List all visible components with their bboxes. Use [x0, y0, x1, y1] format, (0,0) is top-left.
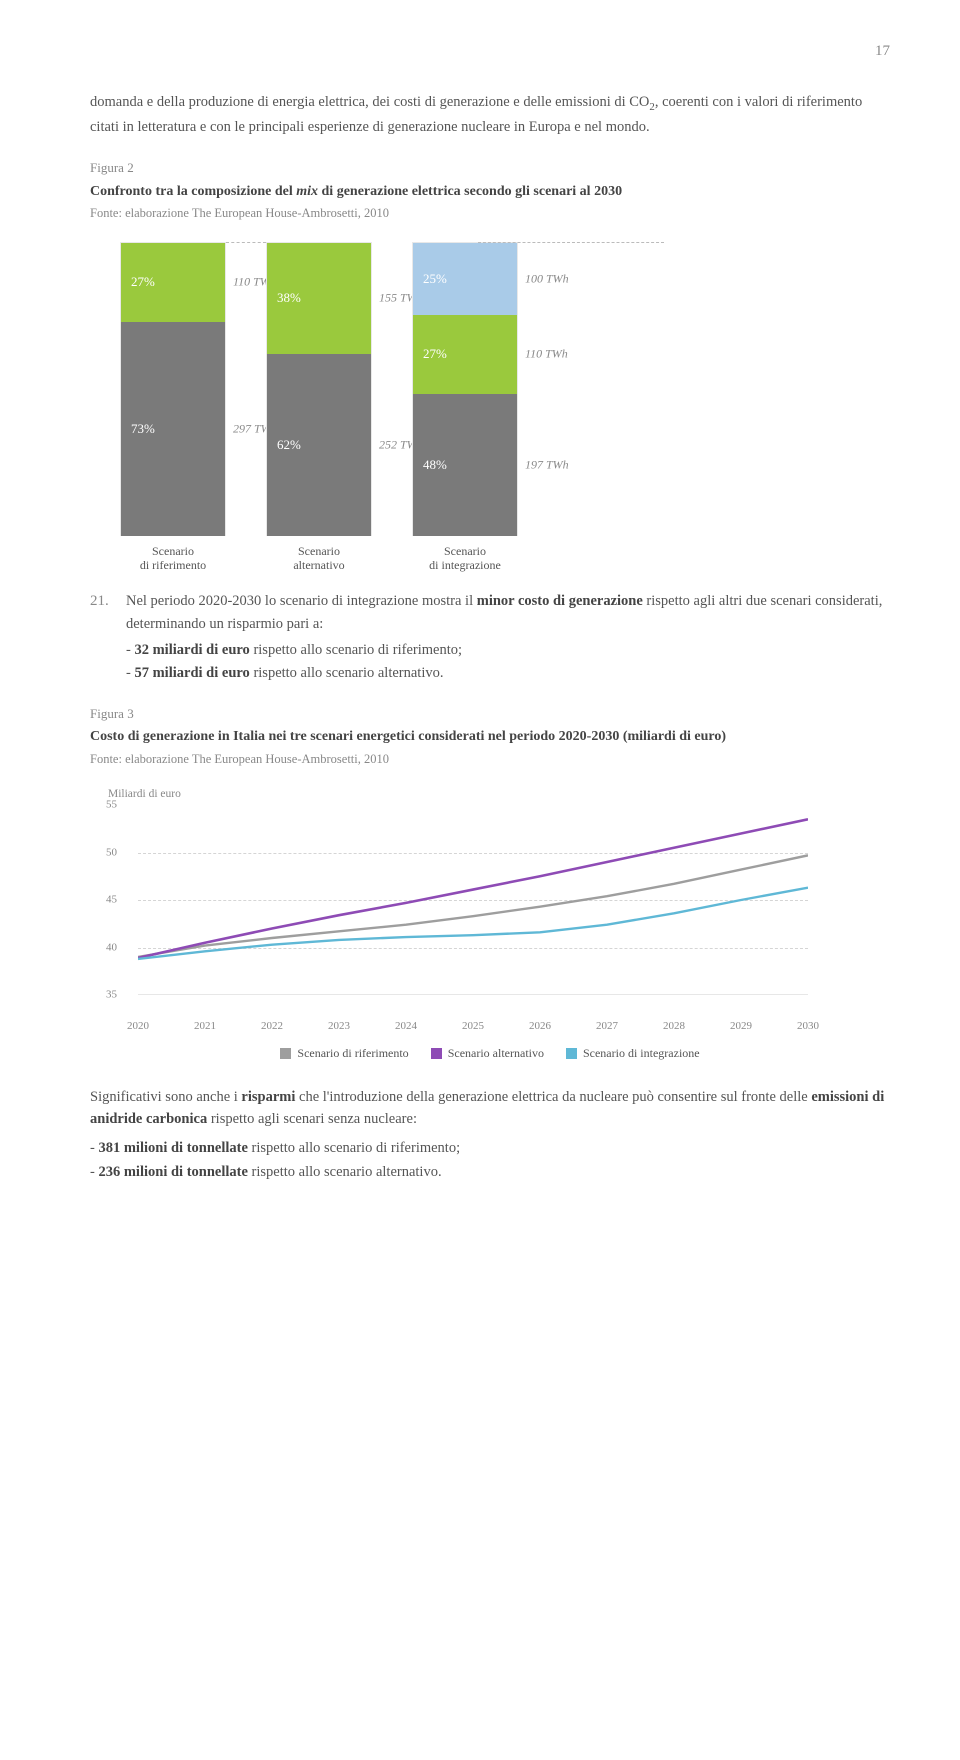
- intro-paragraph: domanda e della produzione di energia el…: [90, 91, 890, 138]
- figure2-source: Fonte: elaborazione The European House-A…: [90, 204, 890, 223]
- figure3-ytick-40: 40: [106, 939, 117, 956]
- bar-2-pct-1: 27%: [423, 344, 447, 364]
- figure3-xtick-2022: 2022: [261, 1018, 283, 1035]
- bar-0: 27%110 TWh73%297 TWh Scenariodi riferimen…: [120, 242, 226, 573]
- bar-0-seg-fossili: 73%297 TWh: [121, 322, 225, 536]
- figure3-y-title: Miliardi di euro: [108, 786, 890, 804]
- figure3-xtick-2023: 2023: [328, 1018, 350, 1035]
- para21-item-1-rest: rispetto allo scenario alternativo.: [250, 665, 444, 681]
- legend-swatch: [566, 1048, 577, 1059]
- bar-2-pct-0: 25%: [423, 269, 447, 289]
- figure3-xtick-2026: 2026: [529, 1018, 551, 1035]
- figure3-xtick-2021: 2021: [194, 1018, 216, 1035]
- figure3-ytick-35: 35: [106, 987, 117, 1004]
- closing-item-0-rest: rispetto allo scenario di riferimento;: [248, 1140, 460, 1156]
- bar-1-pct-0: 38%: [277, 288, 301, 308]
- figure3-legend-item-2: Scenario di integrazione: [566, 1044, 700, 1063]
- bar-1: 38%155 TWh62%252 TWh Scenarioalternativo: [266, 242, 372, 573]
- figure3-ytick-55: 55: [106, 797, 117, 814]
- bar-2-pct-2: 48%: [423, 455, 447, 475]
- bar-2-seg-nucleare: 25%100 TWh: [413, 243, 517, 315]
- figure3-legend: Scenario di riferimento Scenario alternat…: [90, 1043, 890, 1064]
- figure3-xtick-2030: 2030: [797, 1018, 819, 1035]
- figure3-plot: [138, 805, 808, 995]
- figure2-title-italic: mix: [296, 184, 318, 199]
- closing-post: rispetto agli scenari senza nucleare:: [207, 1111, 417, 1127]
- legend-label: Scenario alternativo: [448, 1044, 544, 1063]
- legend-swatch: [431, 1048, 442, 1059]
- bar-1-seg-rinnovabili: 38%155 TWh: [267, 243, 371, 355]
- closing-item-0-bold: 381 milioni di tonnellate: [98, 1140, 247, 1156]
- figure3-legend-item-0: Scenario di riferimento: [280, 1044, 408, 1063]
- figure3-chart: 3540455055202020212022202320242025202620…: [108, 805, 808, 1035]
- figure3-series-2: [138, 888, 808, 959]
- bar-2-seg-rinnovabili: 27%110 TWh: [413, 315, 517, 394]
- bar-2-name: Scenariodi integrazione: [412, 544, 518, 573]
- bar-2: 25%100 TWh27%110 TWh48%197 TWh Scenariodi…: [412, 242, 518, 573]
- bar-2-twh-0: 100 TWh: [525, 269, 569, 288]
- figure3-xtick-2028: 2028: [663, 1018, 685, 1035]
- intro-pre: domanda e della produzione di energia el…: [90, 94, 649, 110]
- figure3-ytick-50: 50: [106, 844, 117, 861]
- bar-0-seg-rinnovabili: 27%110 TWh: [121, 243, 225, 322]
- figure3-xtick-2027: 2027: [596, 1018, 618, 1035]
- paragraph-21: 21. Nel periodo 2020-2030 lo scenario di…: [90, 590, 890, 684]
- bar-2-seg-fossili: 48%197 TWh: [413, 394, 517, 536]
- closing-item-1-bold: 236 milioni di tonnellate: [98, 1164, 247, 1180]
- figure3-series-1: [138, 820, 808, 959]
- closing-item-1-rest: rispetto allo scenario alternativo.: [248, 1164, 442, 1180]
- bar-1-name: Scenarioalternativo: [266, 544, 372, 573]
- closing-item-0: 381 milioni di tonnellate rispetto allo …: [90, 1137, 890, 1159]
- bar-0-name: Scenariodi riferimento: [120, 544, 226, 573]
- closing-paragraph: Significativi sono anche i risparmi che …: [90, 1086, 890, 1184]
- bar-1-pct-1: 62%: [277, 435, 301, 455]
- legend-label: Scenario di integrazione: [583, 1044, 700, 1063]
- page-number: 17: [90, 40, 890, 63]
- legend-swatch: [280, 1048, 291, 1059]
- para21-lead-pre: Nel periodo 2020-2030 lo scenario di int…: [126, 593, 477, 609]
- bar-0-pct-1: 73%: [131, 419, 155, 439]
- figure3-xtick-2025: 2025: [462, 1018, 484, 1035]
- figure3-title: Costo di generazione in Italia nei tre s…: [90, 726, 890, 748]
- figure2-chart: 27%110 TWh73%297 TWhScenariodi riferimen…: [120, 242, 890, 573]
- bar-0-pct-0: 27%: [131, 272, 155, 292]
- figure3-label: Figura 3: [90, 704, 890, 724]
- figure2-title-pre: Confronto tra la composizione del: [90, 184, 296, 199]
- para21-item-0-bold: 32 miliardi di euro: [134, 642, 249, 658]
- paragraph-21-number: 21.: [90, 590, 116, 684]
- bar-2-twh-1: 110 TWh: [525, 345, 568, 364]
- figure3-source: Fonte: elaborazione The European House-A…: [90, 750, 890, 769]
- figure2-label: Figura 2: [90, 158, 890, 178]
- figure3-ytick-45: 45: [106, 892, 117, 909]
- closing-mid: che l'introduzione della generazione ele…: [295, 1089, 811, 1105]
- figure3-legend-item-1: Scenario alternativo: [431, 1044, 544, 1063]
- para21-lead-bold: minor costo di generazione: [477, 593, 643, 609]
- figure3-xtick-2029: 2029: [730, 1018, 752, 1035]
- bar-1-seg-fossili: 62%252 TWh: [267, 354, 371, 535]
- figure2-title: Confronto tra la composizione del mix di…: [90, 181, 890, 203]
- para21-item-1: 57 miliardi di euro rispetto allo scenar…: [126, 662, 890, 684]
- closing-pre: Significativi sono anche i: [90, 1089, 241, 1105]
- closing-b1: risparmi: [241, 1089, 295, 1105]
- legend-label: Scenario di riferimento: [297, 1044, 408, 1063]
- bar-2-twh-2: 197 TWh: [525, 455, 569, 474]
- para21-item-0: 32 miliardi di euro rispetto allo scenar…: [126, 639, 890, 661]
- closing-item-1: 236 milioni di tonnellate rispetto allo …: [90, 1161, 890, 1183]
- figure3-xtick-2024: 2024: [395, 1018, 417, 1035]
- para21-item-1-bold: 57 miliardi di euro: [134, 665, 249, 681]
- figure3-xtick-2020: 2020: [127, 1018, 149, 1035]
- figure2-title-post: di generazione elettrica secondo gli sce…: [318, 184, 622, 199]
- para21-item-0-rest: rispetto allo scenario di riferimento;: [250, 642, 462, 658]
